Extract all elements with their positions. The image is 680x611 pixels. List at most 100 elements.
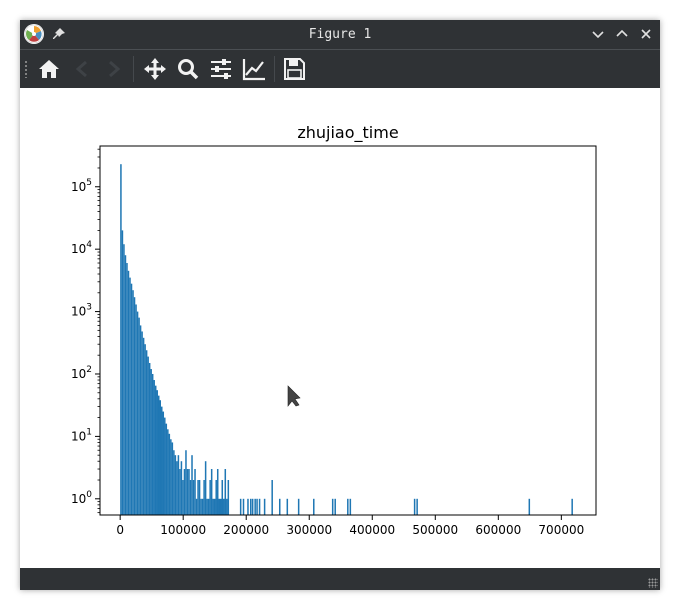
histogram-bar bbox=[254, 498, 256, 515]
move-icon[interactable] bbox=[142, 56, 168, 82]
x-tick-label: 400000 bbox=[349, 523, 395, 537]
close-icon[interactable] bbox=[638, 26, 654, 42]
y-axis: 100 101 102 103 104 105 bbox=[71, 148, 100, 514]
histogram-bar bbox=[142, 337, 145, 515]
histogram-bar bbox=[198, 480, 201, 515]
histogram-bar bbox=[182, 480, 184, 515]
histogram-bar bbox=[571, 498, 573, 515]
histogram-bar bbox=[213, 498, 216, 515]
x-tick-label: 0 bbox=[116, 523, 124, 537]
pin-icon[interactable] bbox=[50, 25, 68, 43]
title-bar[interactable]: Figure 1 bbox=[20, 20, 660, 50]
mouse-pointer-icon bbox=[287, 385, 301, 407]
histogram-bar bbox=[223, 498, 225, 515]
chart-title: zhujiao_time bbox=[297, 123, 398, 143]
floppy-disk-icon[interactable] bbox=[281, 56, 307, 82]
y-tick-label: 101 bbox=[71, 427, 92, 443]
histogram-bar bbox=[224, 469, 227, 515]
histogram-bar bbox=[133, 297, 136, 515]
histogram-bar bbox=[258, 498, 261, 515]
matplotlib-logo-icon bbox=[24, 24, 44, 44]
histogram-bar bbox=[242, 498, 245, 515]
toolbar-separator bbox=[274, 56, 275, 82]
histogram-bar bbox=[218, 498, 220, 515]
histogram-bar bbox=[162, 411, 165, 515]
histogram-bar bbox=[250, 498, 252, 515]
histogram-bar bbox=[271, 480, 273, 515]
histogram-bar bbox=[183, 469, 186, 515]
histogram-bar bbox=[189, 480, 192, 515]
chevron-up-icon[interactable] bbox=[614, 26, 630, 42]
arrow-left-icon[interactable] bbox=[70, 56, 96, 82]
histogram-bar bbox=[151, 373, 154, 515]
window-title: Figure 1 bbox=[308, 27, 372, 42]
histogram-bar bbox=[192, 480, 195, 515]
histogram-bar bbox=[167, 429, 169, 515]
x-axis: 0 100000 200000 300000 400000 500000 600000 700… bbox=[116, 515, 584, 537]
histogram-bar bbox=[215, 480, 217, 515]
histogram-bar bbox=[168, 433, 171, 515]
search-icon[interactable] bbox=[175, 56, 201, 82]
chart-line-icon[interactable] bbox=[241, 56, 267, 82]
plot-canvas[interactable]: zhujiao_time 100 101 102 103 104 105 0 100000 2… bbox=[20, 88, 660, 568]
histogram-bar bbox=[136, 311, 139, 515]
histogram-bar bbox=[416, 498, 418, 515]
chevron-down-icon[interactable] bbox=[590, 26, 606, 42]
histogram-bar bbox=[188, 469, 190, 515]
histogram-bar bbox=[528, 498, 531, 515]
histogram-bar bbox=[123, 244, 125, 516]
histogram-bar bbox=[212, 498, 214, 515]
x-tick-label: 700000 bbox=[538, 523, 584, 537]
histogram-bar bbox=[148, 362, 151, 515]
histogram-bar bbox=[209, 480, 211, 515]
histogram-bar bbox=[239, 498, 242, 515]
histogram-bar bbox=[156, 390, 158, 515]
arrow-right-icon[interactable] bbox=[100, 56, 126, 82]
sliders-icon[interactable] bbox=[208, 56, 234, 82]
histogram-chart: zhujiao_time 100 101 102 103 104 105 0 100000 2… bbox=[71, 123, 597, 537]
histogram-bar bbox=[204, 461, 207, 515]
status-bar bbox=[20, 568, 660, 590]
histogram-bar bbox=[161, 406, 163, 515]
histogram-bar bbox=[165, 423, 168, 515]
histogram-bar bbox=[139, 325, 142, 515]
histogram-bar bbox=[286, 498, 289, 515]
histogram-bar bbox=[200, 498, 202, 515]
histogram-bar bbox=[154, 385, 157, 515]
resize-grip-icon[interactable] bbox=[648, 578, 658, 588]
histogram-bar bbox=[138, 317, 140, 515]
histogram-bar bbox=[127, 270, 130, 515]
home-icon[interactable] bbox=[36, 56, 62, 82]
histogram-bar bbox=[191, 455, 193, 515]
histogram-bar bbox=[164, 417, 166, 515]
histogram-bar bbox=[227, 480, 230, 515]
histogram-bar bbox=[220, 498, 222, 515]
histogram-bar bbox=[150, 369, 152, 515]
histogram-bar bbox=[145, 350, 148, 515]
histogram-bar bbox=[278, 498, 281, 515]
y-tick-label: 103 bbox=[71, 303, 92, 319]
histogram-bar bbox=[226, 498, 228, 515]
histogram-bar bbox=[185, 450, 187, 515]
histogram-bar bbox=[147, 356, 149, 515]
histogram-bar bbox=[334, 498, 336, 515]
toolbar-separator bbox=[133, 56, 134, 82]
histogram-bar bbox=[171, 442, 174, 515]
histogram-bar bbox=[207, 498, 210, 515]
histogram-bar bbox=[170, 439, 172, 515]
histogram-bar bbox=[132, 290, 134, 515]
x-tick-label: 300000 bbox=[286, 523, 332, 537]
histogram-bar bbox=[141, 331, 143, 515]
navigation-toolbar bbox=[20, 50, 660, 88]
histogram-bar bbox=[177, 455, 180, 515]
histogram-bar bbox=[247, 498, 249, 515]
histogram-bar bbox=[331, 498, 334, 515]
histogram-bar bbox=[194, 469, 196, 515]
histogram-bar bbox=[347, 498, 349, 515]
histogram-bar bbox=[144, 344, 146, 515]
x-tick-label: 200000 bbox=[223, 523, 269, 537]
histogram-bar bbox=[174, 455, 177, 515]
histogram-bar bbox=[153, 380, 155, 515]
axes-frame bbox=[99, 145, 597, 516]
toolbar-drag-handle[interactable] bbox=[24, 60, 28, 78]
